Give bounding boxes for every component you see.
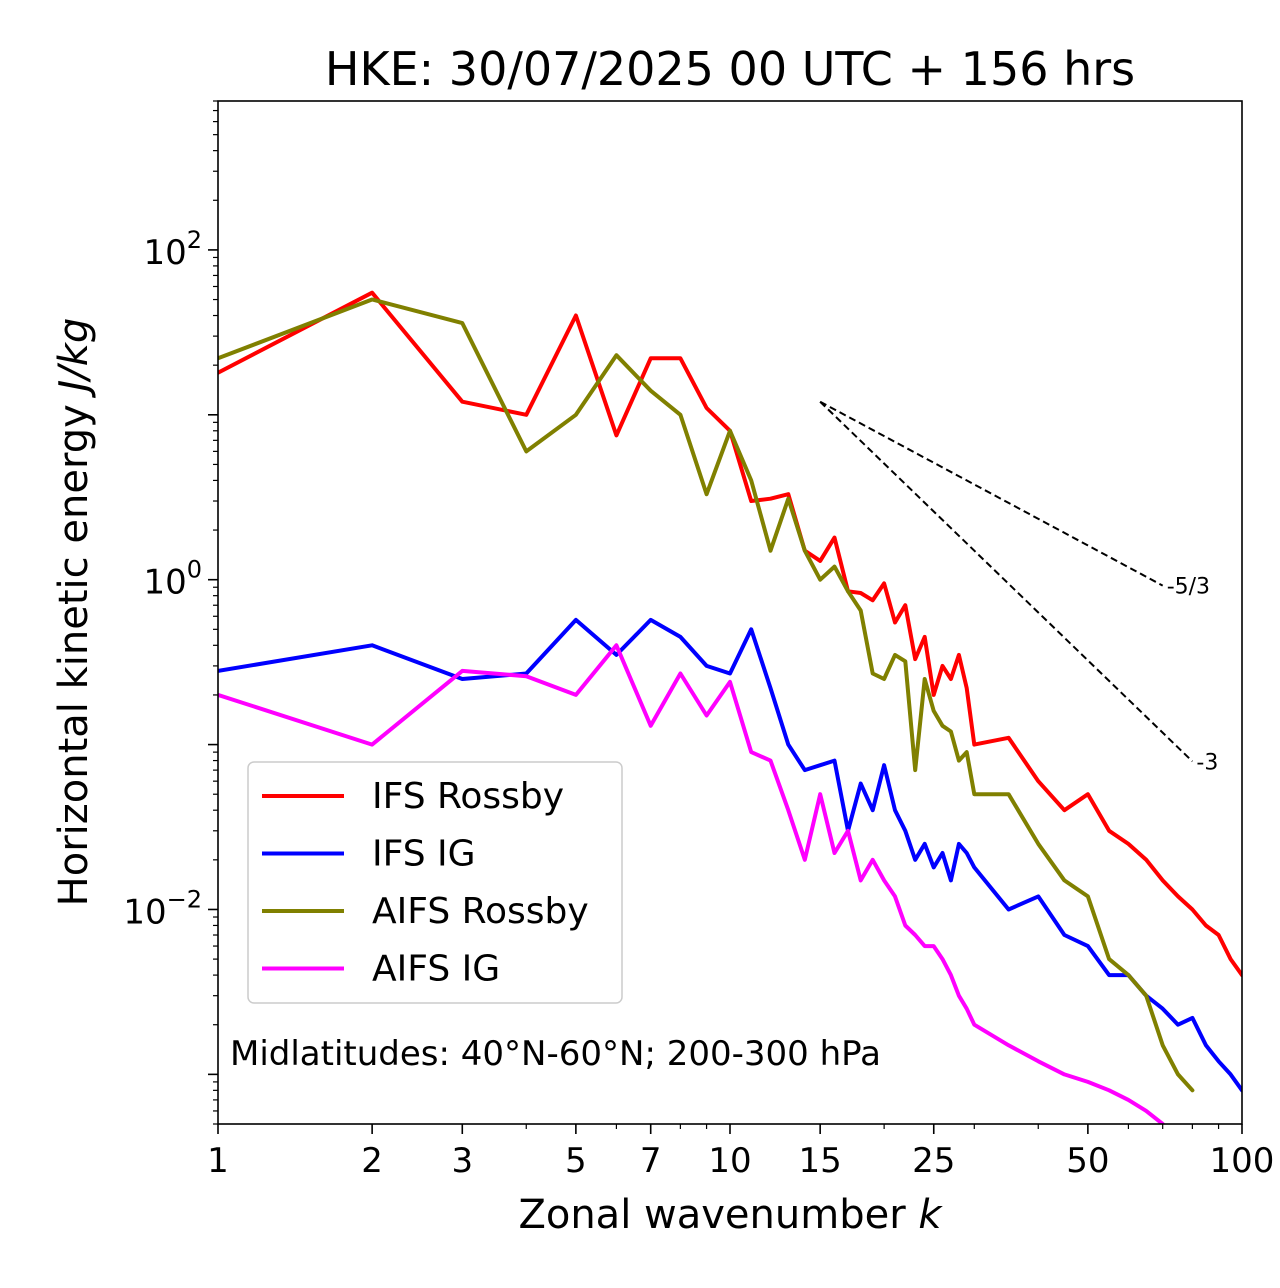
x-tick-label: 50 — [1066, 1141, 1109, 1181]
legend-label: AIFS Rossby — [372, 891, 589, 932]
reference-slope-line — [819, 401, 1194, 763]
x-tick-label: 3 — [451, 1141, 473, 1181]
x-tick-label: 2 — [361, 1141, 383, 1181]
y-tick-label: 10−2 — [123, 885, 202, 932]
y-axis-label-unit: J/kg — [51, 318, 97, 399]
x-axis-label-var: k — [918, 1192, 943, 1238]
series-line-ifs-rossby — [218, 290, 1242, 978]
x-tick-label: 25 — [912, 1141, 955, 1181]
y-axis-label-text: Horizontal kinetic energy — [51, 404, 97, 906]
x-tick-label: 10 — [708, 1141, 751, 1181]
x-tick-label: 1 — [207, 1141, 229, 1181]
reference-slope-lines: -5/3 -3 — [819, 400, 1218, 775]
series-line-aifs-rossby — [218, 297, 1195, 1093]
y-tick-label: 102 — [143, 226, 202, 273]
x-tick-label: 5 — [565, 1141, 587, 1181]
y-axis-label: Horizontal kinetic energy J/kg — [51, 318, 97, 907]
y-tick-label: 100 — [143, 556, 202, 603]
reference-slope-label: -3 — [1196, 750, 1218, 775]
region-annotation: Midlatitudes: 40°N-60°N; 200-300 hPa — [230, 1034, 881, 1074]
legend-label: IFS Rossby — [372, 776, 564, 817]
x-axis: 1 2 3 5 7 10 15 25 50 100 — [207, 1124, 1274, 1181]
x-tick-label: 100 — [1210, 1141, 1275, 1181]
y-axis: 10−2 100 102 — [123, 100, 218, 1125]
legend-frame — [247, 761, 623, 1004]
series-line-aifs-ig — [218, 643, 1165, 1124]
x-axis-label: Zonal wavenumber k — [518, 1192, 943, 1238]
x-axis-label-text: Zonal wavenumber — [518, 1192, 906, 1238]
chart-title: HKE: 30/07/2025 00 UTC + 156 hrs — [325, 42, 1135, 96]
series-layer — [218, 290, 1242, 1124]
reference-slope-label: -5/3 — [1167, 575, 1210, 600]
x-tick-label: 7 — [640, 1141, 662, 1181]
x-tick-label: 15 — [799, 1141, 842, 1181]
reference-slope-line — [819, 400, 1164, 587]
legend-label: IFS IG — [372, 834, 476, 875]
legend: IFS Rossby IFS IG AIFS Rossby AIFS IG — [247, 761, 623, 1004]
legend-label: AIFS IG — [372, 949, 500, 990]
